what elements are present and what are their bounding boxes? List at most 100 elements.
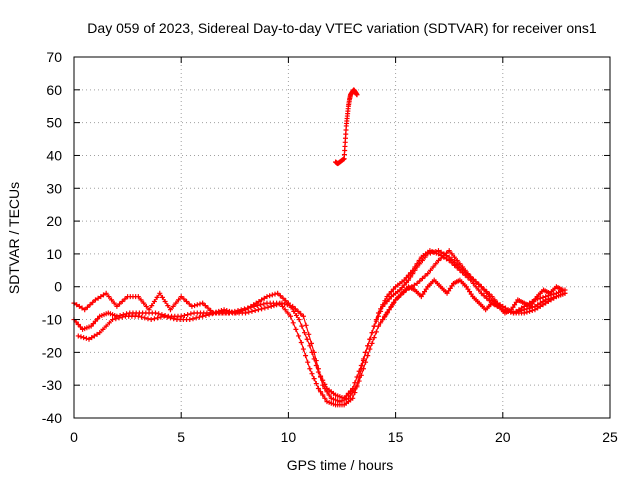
data-point — [141, 300, 147, 306]
data-point — [414, 280, 420, 286]
data-point — [476, 287, 482, 293]
data-point — [249, 308, 255, 314]
data-point — [449, 251, 455, 257]
data-point — [205, 305, 211, 311]
data-point — [435, 251, 441, 257]
data-point — [261, 301, 267, 307]
data-point — [460, 270, 466, 276]
series-track-2 — [71, 248, 568, 401]
data-point — [94, 331, 100, 337]
data-point — [470, 276, 476, 282]
data-point — [354, 384, 360, 390]
data-point — [320, 392, 326, 398]
data-point — [76, 303, 82, 309]
x-tick-label: 20 — [495, 429, 511, 445]
data-point — [446, 248, 452, 254]
data-point — [164, 314, 170, 320]
data-point — [202, 303, 208, 309]
data-point — [519, 305, 525, 311]
data-point — [412, 264, 418, 270]
data-point — [151, 316, 157, 322]
data-point — [190, 316, 196, 322]
data-point — [299, 323, 305, 329]
data-point — [352, 380, 358, 386]
data-point — [269, 292, 275, 298]
data-point — [367, 336, 373, 342]
data-point — [465, 271, 471, 277]
data-point — [78, 334, 84, 340]
data-point — [358, 362, 364, 368]
data-point — [114, 303, 120, 309]
data-point — [457, 267, 463, 273]
x-tick-label: 5 — [177, 429, 185, 445]
data-point — [142, 315, 148, 321]
data-point — [262, 305, 268, 311]
data-point — [280, 295, 286, 301]
data-point — [446, 257, 452, 263]
data-point — [256, 298, 262, 304]
data-point — [543, 294, 549, 300]
data-point — [529, 308, 535, 314]
data-point — [167, 315, 173, 321]
data-point — [181, 296, 187, 302]
data-point — [158, 314, 164, 320]
data-point — [326, 392, 332, 398]
data-point — [373, 329, 379, 335]
data-point — [313, 381, 319, 387]
data-point — [156, 311, 162, 317]
data-point — [162, 298, 168, 304]
data-point — [303, 353, 309, 359]
data-point — [111, 300, 117, 306]
data-point — [462, 267, 468, 273]
data-point — [261, 295, 267, 301]
data-point — [259, 297, 265, 303]
data-point — [200, 300, 206, 306]
data-point — [138, 297, 144, 303]
data-point — [454, 265, 460, 271]
data-point — [486, 291, 492, 297]
data-point — [476, 281, 482, 287]
data-point — [306, 331, 312, 337]
data-point — [280, 303, 286, 309]
data-point — [188, 311, 194, 317]
data-point — [122, 296, 128, 302]
data-point — [165, 303, 171, 309]
data-point — [203, 312, 209, 318]
data-point — [543, 300, 549, 306]
data-point — [311, 376, 317, 382]
data-point — [298, 311, 304, 317]
data-point — [551, 295, 557, 301]
data-point — [187, 317, 193, 323]
data-point — [285, 300, 291, 306]
data-point — [322, 395, 328, 401]
data-point — [264, 294, 270, 300]
data-point — [537, 303, 543, 309]
data-point — [460, 264, 466, 270]
data-point — [178, 313, 184, 319]
data-point — [135, 294, 141, 300]
data-point — [435, 257, 441, 263]
data-point — [110, 317, 116, 323]
x-axis-label: GPS time / hours — [287, 457, 394, 473]
data-point — [151, 298, 157, 304]
data-point — [245, 305, 251, 311]
data-point — [457, 261, 463, 267]
data-point — [277, 300, 283, 306]
data-point — [91, 333, 97, 339]
data-point — [322, 381, 328, 387]
data-point — [146, 307, 152, 313]
data-point — [90, 299, 96, 305]
data-point — [427, 267, 433, 273]
data-point — [352, 390, 358, 396]
data-point — [145, 316, 151, 322]
data-point — [296, 333, 302, 339]
x-tick-label: 25 — [602, 429, 618, 445]
data-point — [375, 310, 381, 316]
data-point — [417, 278, 423, 284]
data-point — [454, 257, 460, 263]
data-point — [291, 308, 297, 314]
data-point — [300, 346, 306, 352]
data-point — [116, 315, 122, 321]
